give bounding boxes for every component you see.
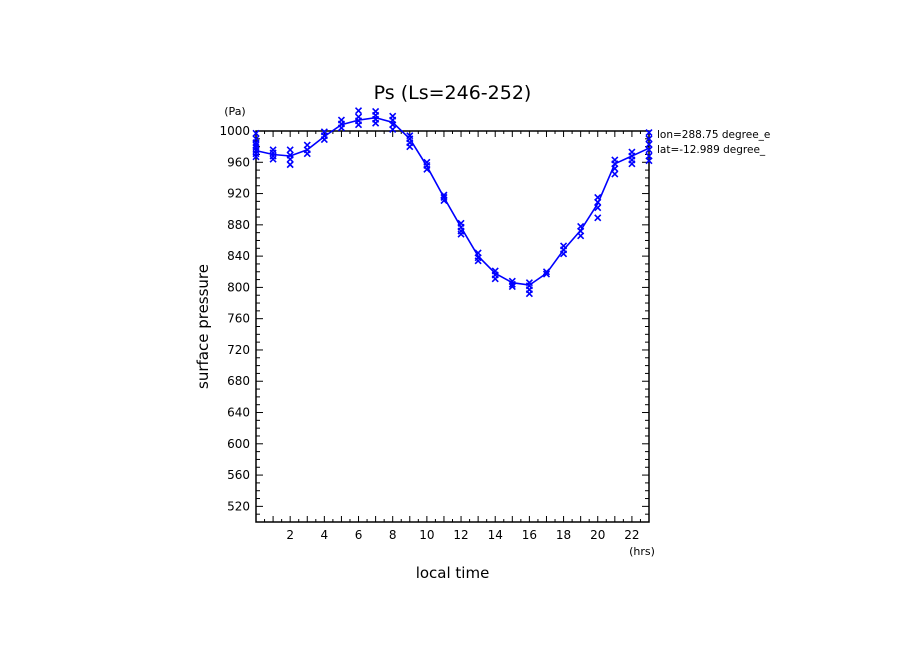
data-point-marker	[252, 153, 260, 161]
data-point-marker	[337, 124, 346, 132]
y-tick-label: 600	[227, 437, 250, 451]
data-point-marker	[628, 160, 636, 168]
data-point-marker	[474, 257, 482, 265]
x-axis-unit: (hrs)	[629, 545, 655, 558]
y-tick-label: 720	[227, 343, 250, 357]
data-point-marker	[303, 150, 311, 158]
x-tick-label: 6	[355, 528, 363, 542]
x-tick-label: 16	[522, 528, 537, 542]
annotation-lat: lat=-12.989 degree_	[657, 144, 766, 156]
data-point-marker	[372, 119, 380, 127]
data-point-marker	[542, 268, 551, 276]
data-point-marker	[286, 161, 294, 169]
data-point-marker	[286, 146, 294, 154]
chart-title: Ps (Ls=246-252)	[374, 82, 532, 104]
x-tick-label: 20	[590, 528, 605, 542]
x-axis-title: local time	[416, 564, 490, 582]
y-tick-label: 840	[227, 249, 250, 263]
data-point-marker	[252, 129, 260, 137]
y-tick-label: 960	[227, 155, 250, 169]
y-tick-label: 880	[227, 218, 250, 232]
data-point-marker	[354, 121, 363, 129]
y-tick-label: 520	[227, 499, 250, 513]
data-point-marker	[594, 214, 602, 222]
data-point-marker	[611, 170, 619, 178]
x-tick-label: 12	[453, 528, 468, 542]
data-point-marker	[594, 204, 602, 212]
data-point-marker	[491, 275, 499, 283]
data-point-marker	[559, 250, 568, 258]
data-point-marker	[577, 232, 585, 240]
x-tick-label: 10	[419, 528, 434, 542]
data-point-marker	[269, 155, 277, 163]
plot-area: 2 4 6 8 10 12 14 16 18 20 22 520 560 600 640 680 720 760 8…	[219, 107, 653, 542]
y-tick-label: 800	[227, 280, 250, 294]
annotation-lon: lon=288.75 degree_e	[657, 129, 770, 141]
data-point-marker	[286, 155, 294, 163]
x-tick-label: 14	[488, 528, 503, 542]
x-tick-label: 18	[556, 528, 571, 542]
data-point-marker	[611, 164, 619, 173]
data-point-marker	[645, 135, 653, 143]
data-point-marker	[440, 197, 448, 205]
data-point-marker	[423, 165, 431, 173]
y-tick-label: 560	[227, 468, 250, 482]
data-point-marker	[645, 157, 653, 165]
data-point-marker	[252, 141, 260, 149]
x-tick-label: 4	[321, 528, 329, 542]
x-tick-label: 8	[389, 528, 397, 542]
data-point-marker	[440, 191, 448, 199]
data-point-marker	[406, 143, 414, 151]
data-point-marker	[389, 125, 397, 134]
data-point-marker	[645, 146, 653, 154]
y-tick-label: 1000	[219, 124, 250, 138]
series-line	[255, 116, 650, 286]
y-axis-unit: (Pa)	[224, 105, 245, 118]
data-point-marker	[645, 140, 653, 148]
data-point-marker	[457, 230, 465, 238]
data-point-marker	[320, 136, 328, 144]
y-tick-label: 640	[227, 406, 250, 420]
data-point-marker	[525, 290, 533, 298]
x-tick-label: 2	[286, 528, 294, 542]
x-tick-label: 22	[624, 528, 639, 542]
data-point-marker	[594, 198, 602, 206]
data-point-marker	[645, 128, 653, 137]
y-axis-title: surface pressure	[194, 264, 212, 389]
data-point-marker	[508, 280, 516, 288]
data-point-marker	[508, 283, 516, 291]
y-tick-label: 760	[227, 312, 250, 326]
data-point-marker	[354, 107, 363, 115]
plot-frame	[255, 130, 650, 523]
y-tick-label: 920	[227, 187, 250, 201]
data-point-marker	[542, 270, 551, 278]
y-tick-label: 680	[227, 374, 250, 388]
